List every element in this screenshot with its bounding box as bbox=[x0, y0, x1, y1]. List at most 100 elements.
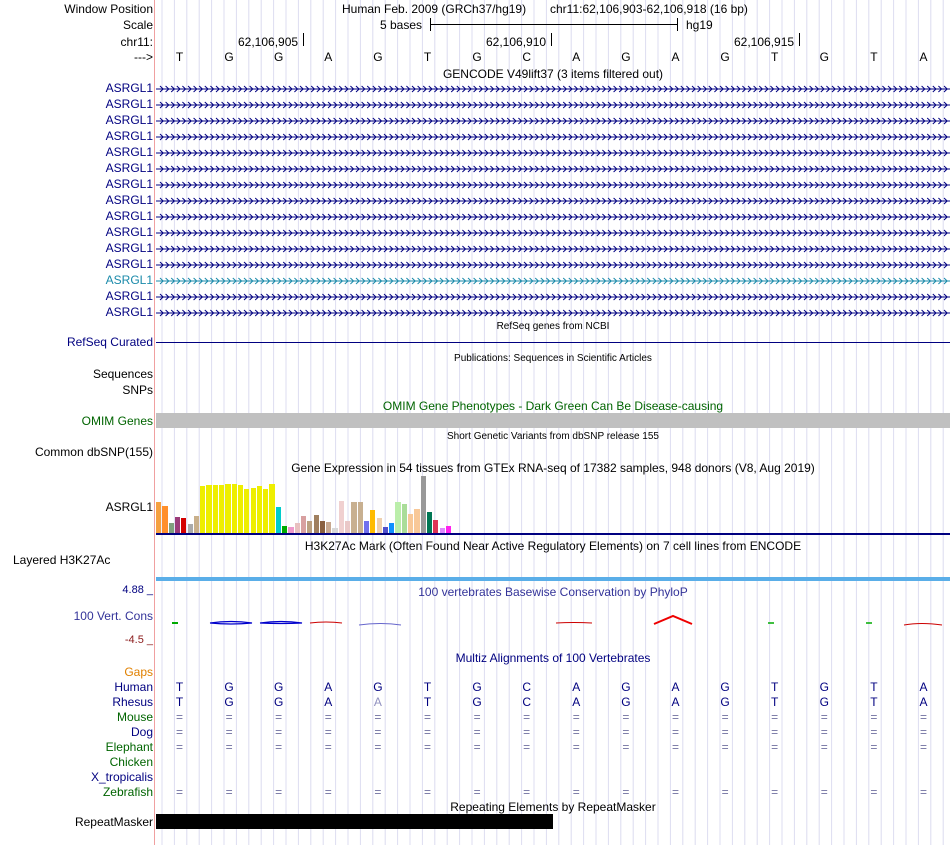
gtex-tissue-bar[interactable] bbox=[206, 485, 212, 533]
omim-track-title[interactable]: OMIM Gene Phenotypes - Dark Green Can Be… bbox=[382, 399, 724, 413]
h3k27ac-track-title[interactable]: H3K27Ac Mark (Often Found Near Active Re… bbox=[304, 539, 802, 553]
gtex-tissue-bar[interactable] bbox=[263, 489, 269, 533]
dbsnp-track-title[interactable]: Short Genetic Variants from dbSNP releas… bbox=[447, 431, 659, 442]
snps-label[interactable]: SNPs bbox=[122, 383, 153, 397]
gtex-tissue-bar[interactable] bbox=[212, 485, 218, 533]
gencode-item-label[interactable]: ASRGL1 bbox=[105, 145, 153, 159]
gencode-transcript[interactable] bbox=[156, 82, 950, 96]
refseq-label[interactable]: RefSeq Curated bbox=[66, 335, 153, 349]
gtex-tissue-bar[interactable] bbox=[193, 516, 200, 533]
gencode-transcript[interactable] bbox=[156, 98, 950, 112]
h3k27ac-label[interactable]: Layered H3K27Ac bbox=[13, 553, 111, 567]
gencode-item-label[interactable]: ASRGL1 bbox=[105, 177, 153, 191]
gtex-tissue-bar[interactable] bbox=[332, 528, 338, 533]
gtex-tissue-bar[interactable] bbox=[288, 527, 294, 533]
gtex-tissue-bar[interactable] bbox=[187, 524, 193, 533]
species-label[interactable]: Chicken bbox=[109, 755, 153, 769]
position-readout[interactable]: chr11:62,106,903-62,106,918 (16 bp) bbox=[550, 2, 748, 16]
gtex-tissue-bar[interactable] bbox=[319, 521, 326, 533]
gtex-track-title[interactable]: Gene Expression in 54 tissues from GTEx … bbox=[291, 461, 815, 475]
gencode-transcript[interactable] bbox=[156, 146, 950, 160]
species-label[interactable]: Zebrafish bbox=[102, 785, 153, 799]
gtex-tissue-bar[interactable] bbox=[351, 502, 357, 533]
gtex-tissue-bar[interactable] bbox=[426, 512, 433, 533]
gencode-item-label[interactable]: ASRGL1 bbox=[105, 241, 153, 255]
gtex-tissue-bar[interactable] bbox=[345, 521, 351, 533]
gencode-transcript[interactable] bbox=[156, 130, 950, 144]
species-label[interactable]: X_tropicalis bbox=[90, 770, 153, 784]
gtex-tissue-bar[interactable] bbox=[275, 507, 281, 533]
gtex-tissue-bar[interactable] bbox=[181, 518, 187, 533]
gaps-label[interactable]: Gaps bbox=[124, 665, 153, 679]
gtex-tissue-bar[interactable] bbox=[370, 510, 376, 533]
gencode-item-label[interactable]: ASRGL1 bbox=[105, 161, 153, 175]
gencode-transcript[interactable] bbox=[156, 242, 950, 256]
gencode-transcript[interactable] bbox=[156, 114, 950, 128]
publications-track-title[interactable]: Publications: Sequences in Scientific Ar… bbox=[454, 353, 652, 364]
gtex-tissue-bar[interactable] bbox=[250, 488, 256, 533]
gencode-transcript[interactable] bbox=[156, 194, 950, 208]
refseq-track-title[interactable]: RefSeq genes from NCBI bbox=[496, 321, 610, 332]
gtex-tissue-bar[interactable] bbox=[414, 509, 420, 533]
gtex-tissue-bar[interactable] bbox=[282, 526, 288, 533]
species-label[interactable]: Elephant bbox=[105, 740, 153, 754]
h3k27ac-signal[interactable] bbox=[156, 577, 950, 581]
gtex-tissue-bar[interactable] bbox=[376, 518, 382, 533]
species-label[interactable]: Mouse bbox=[116, 710, 153, 724]
gtex-tissue-bar[interactable] bbox=[300, 516, 307, 533]
gtex-tissue-bar[interactable] bbox=[357, 502, 363, 533]
phylop-name-label[interactable]: 100 Vert. Cons bbox=[73, 609, 153, 623]
gtex-tissue-bar[interactable] bbox=[439, 528, 445, 533]
omim-gene-bar[interactable] bbox=[156, 413, 950, 428]
gencode-item-label[interactable]: ASRGL1 bbox=[105, 257, 153, 271]
species-label[interactable]: Dog bbox=[130, 725, 153, 739]
gtex-tissue-bar[interactable] bbox=[256, 486, 263, 533]
sequences-label[interactable]: Sequences bbox=[92, 367, 153, 381]
rmsk-element[interactable] bbox=[156, 814, 553, 829]
rmsk-label[interactable]: RepeatMasker bbox=[74, 815, 153, 829]
gtex-tissue-bar[interactable] bbox=[395, 502, 401, 533]
gtex-tissue-bar[interactable] bbox=[326, 522, 332, 533]
gtex-tissue-bar[interactable] bbox=[219, 485, 225, 533]
gencode-transcript[interactable] bbox=[156, 226, 950, 240]
gtex-tissue-bar[interactable] bbox=[363, 521, 370, 533]
species-label[interactable]: Human bbox=[114, 680, 153, 694]
gencode-item-label[interactable]: ASRGL1 bbox=[105, 289, 153, 303]
gencode-item-label[interactable]: ASRGL1 bbox=[105, 113, 153, 127]
gtex-tissue-bar[interactable] bbox=[156, 502, 162, 533]
gtex-tissue-bar[interactable] bbox=[231, 484, 237, 533]
gencode-transcript[interactable] bbox=[156, 258, 950, 272]
gtex-tissue-bar[interactable] bbox=[225, 484, 231, 533]
gtex-tissue-bar[interactable] bbox=[200, 486, 206, 533]
gencode-transcript[interactable] bbox=[156, 306, 950, 320]
gencode-item-label[interactable]: ASRGL1 bbox=[105, 305, 153, 319]
gtex-tissue-bar[interactable] bbox=[433, 520, 439, 533]
gtex-tissue-bar[interactable] bbox=[338, 501, 344, 533]
gtex-tissue-bar[interactable] bbox=[269, 484, 275, 533]
gencode-item-label[interactable]: ASRGL1 bbox=[105, 209, 153, 223]
gencode-item-label[interactable]: ASRGL1 bbox=[105, 81, 153, 95]
gencode-transcript[interactable] bbox=[156, 178, 950, 192]
omim-label[interactable]: OMIM Genes bbox=[81, 414, 153, 428]
gencode-item-label[interactable]: ASRGL1 bbox=[105, 225, 153, 239]
gtex-tissue-bar[interactable] bbox=[382, 527, 389, 533]
gencode-transcript[interactable] bbox=[156, 162, 950, 176]
phylop-wiggle[interactable] bbox=[156, 612, 950, 632]
refseq-gene-line[interactable] bbox=[156, 342, 950, 343]
gtex-tissue-bar[interactable] bbox=[237, 485, 244, 533]
rmsk-track-title[interactable]: Repeating Elements by RepeatMasker bbox=[450, 800, 656, 814]
gtex-tissue-bar[interactable] bbox=[168, 523, 174, 533]
dbsnp-label[interactable]: Common dbSNP(155) bbox=[34, 445, 153, 459]
gencode-item-label[interactable]: ASRGL1 bbox=[105, 97, 153, 111]
gencode-transcript[interactable] bbox=[156, 290, 950, 304]
gtex-tissue-bar[interactable] bbox=[401, 504, 407, 533]
gtex-tissue-bar[interactable] bbox=[408, 514, 414, 533]
gencode-transcript[interactable] bbox=[156, 210, 950, 224]
gtex-tissue-bar[interactable] bbox=[162, 506, 168, 533]
gtex-tissue-bar[interactable] bbox=[389, 523, 395, 533]
gtex-bar-chart[interactable] bbox=[156, 476, 950, 533]
gtex-tissue-bar[interactable] bbox=[313, 515, 319, 533]
species-label[interactable]: Rhesus bbox=[112, 695, 153, 709]
gencode-track-title[interactable]: GENCODE V49lift37 (3 items filtered out) bbox=[442, 67, 664, 81]
gtex-tissue-bar[interactable] bbox=[294, 523, 300, 533]
